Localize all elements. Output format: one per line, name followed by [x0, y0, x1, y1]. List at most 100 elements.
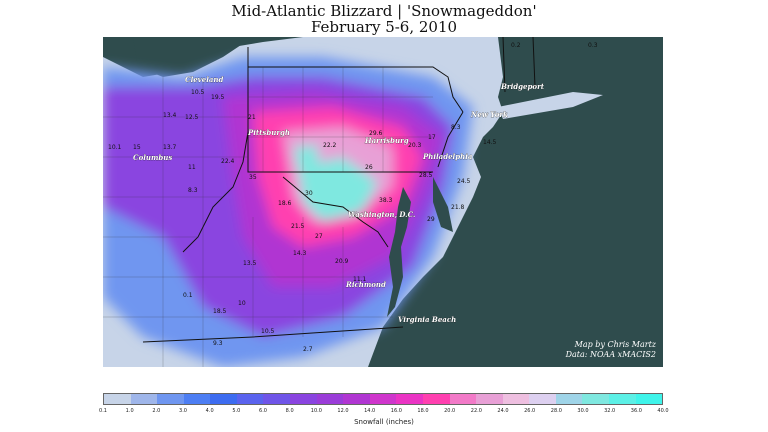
- snowfall-value: 2.7: [303, 346, 313, 353]
- colorbar-tick-label: 2.0: [152, 408, 161, 414]
- snowfall-value: 11: [188, 164, 196, 171]
- colorbar-segment: [608, 394, 636, 404]
- colorbar-tick-label: 1.0: [125, 408, 134, 414]
- colorbar-segment: [555, 394, 583, 404]
- city-label: New York: [470, 110, 508, 119]
- snowfall-value: 24.5: [457, 178, 471, 185]
- snowfall-value: 10.5: [191, 89, 205, 96]
- colorbar-tick-label: 0.1: [99, 408, 107, 414]
- colorbar-tick-label: 4.0: [205, 408, 214, 414]
- colorbar-tick-label: 20.0: [444, 408, 456, 414]
- map-subtitle: February 5-6, 2010: [310, 18, 458, 36]
- map-title: Mid-Atlantic Blizzard | 'Snowmageddon': [231, 2, 537, 20]
- delaware-bay: [433, 177, 453, 232]
- snowfall-value: 20.9: [335, 258, 349, 265]
- city-label: Richmond: [345, 280, 386, 289]
- state-border-md-va: [282, 176, 389, 248]
- data-credit: Data: NOAA xMACIS2: [565, 350, 656, 359]
- snowfall-value: 22.4: [221, 158, 235, 165]
- colorbar-ticks: 0.1 1.0 2.0 3.0 4.0 5.0 6.0 8.0 10.0 12.0 14.0 16.0…: [99, 408, 669, 418]
- state-border-pa-south: [247, 67, 433, 173]
- colorbar-segment: [263, 394, 291, 404]
- snowfall-value: 9.3: [213, 340, 223, 347]
- colorbar-tick-label: 24.0: [497, 408, 509, 414]
- colorbar-segment: [183, 394, 211, 404]
- colorbar-tick-label: 5.0: [232, 408, 241, 414]
- colorbar-tick-label: 32.0: [604, 408, 616, 414]
- colorbar-tick-label: 14.0: [364, 408, 376, 414]
- snowfall-value: 29: [427, 216, 435, 223]
- colorbar-segment: [236, 394, 264, 404]
- snowfall-value: 29.6: [369, 130, 383, 137]
- snowfall-value: 28.5: [419, 172, 433, 179]
- snowfall-value: 27: [315, 233, 323, 240]
- colorbar-tick-label: 28.0: [550, 408, 562, 414]
- snowfall-value: 18.6: [278, 200, 292, 207]
- colorbar-segment: [316, 394, 344, 404]
- state-border-nj: [437, 111, 464, 168]
- colorbar-tick-label: 10.0: [310, 408, 322, 414]
- city-label: Bridgeport: [500, 82, 545, 91]
- colorbar-segment: [396, 394, 423, 404]
- chesapeake-bay: [387, 187, 411, 317]
- colorbar-tick-label: 8.0: [285, 408, 294, 414]
- colorbar-tick-label: 40.0: [657, 408, 669, 414]
- colorbar-segment: [210, 394, 237, 404]
- city-label: Virginia Beach: [398, 315, 456, 324]
- colorbar-segment: [502, 394, 530, 404]
- snowfall-value: 20.3: [408, 142, 422, 149]
- snowfall-value: 13.5: [243, 260, 257, 267]
- colorbar-tick-label: 6.0: [259, 408, 267, 414]
- snowfall-value: 10.5: [261, 328, 275, 335]
- snowfall-value: 22.2: [323, 142, 337, 149]
- colorbar-segment: [104, 394, 131, 404]
- snowfall-values: 10.1 15 13.7 11 8.3 12.5 13.4 19.5 10.5 …: [108, 42, 598, 353]
- snowfall-value: 15: [133, 144, 141, 151]
- snowfall-value: 30: [305, 190, 313, 197]
- snowfall-value: 35: [249, 174, 257, 181]
- snowfall-value: 21: [248, 114, 256, 121]
- snowfall-value: 38.3: [379, 197, 393, 204]
- snowfall-value: 13.4: [163, 112, 177, 119]
- snowfall-value: 21.5: [291, 223, 305, 230]
- snowfall-value: 19.5: [211, 94, 225, 101]
- snowfall-value: 21.8: [451, 204, 465, 211]
- lake-erie: [133, 37, 253, 77]
- city-label: Philadelphia: [422, 152, 473, 161]
- snowfall-value: 0.3: [588, 42, 598, 49]
- snowfall-map: Cleveland Pittsburgh Columbus Harrisburg…: [103, 37, 663, 367]
- colorbar-tick-label: 22.0: [470, 408, 482, 414]
- snowfall-value: 18.5: [213, 308, 227, 315]
- snowfall-value: 12.5: [185, 114, 199, 121]
- colorbar-segment: [449, 394, 477, 404]
- colorbar-tick-label: 30.0: [577, 408, 589, 414]
- colorbar-tick-label: 3.0: [179, 408, 187, 414]
- state-border-ct: [502, 37, 536, 93]
- colorbar-segment: [422, 394, 450, 404]
- snowfall-value: 10.1: [108, 144, 122, 151]
- snowfall-value: 26: [365, 164, 373, 171]
- city-label: Cleveland: [185, 75, 223, 84]
- colorbar-segment: [369, 394, 397, 404]
- colorbar-segment: [290, 394, 317, 404]
- long-island: [498, 92, 603, 119]
- colorbar-tick-label: 26.0: [524, 408, 536, 414]
- colorbar-label: Snowfall (inches): [354, 418, 414, 426]
- colorbar-tick-label: 36.0: [630, 408, 642, 414]
- snowfall-value: 0.2: [511, 42, 521, 49]
- snowfall-value: 13.7: [163, 144, 177, 151]
- colorbar-segment: [529, 394, 556, 404]
- city-label: Pittsburgh: [247, 128, 290, 137]
- map-credit: Map by Chris Martz: [574, 340, 656, 349]
- city-labels: Cleveland Pittsburgh Columbus Harrisburg…: [133, 75, 545, 324]
- colorbar-tick-label: 16.0: [390, 408, 402, 414]
- snowfall-value: 17: [428, 134, 436, 141]
- city-label: Columbus: [133, 153, 172, 162]
- snowfall-value: 8.3: [188, 187, 198, 194]
- colorbar-segment: [157, 394, 184, 404]
- colorbar: [103, 393, 663, 405]
- snowfall-value: 14.3: [293, 250, 307, 257]
- snowfall-value: 11.1: [353, 276, 367, 283]
- colorbar-segment: [343, 394, 370, 404]
- state-border-pa-ny: [247, 47, 464, 113]
